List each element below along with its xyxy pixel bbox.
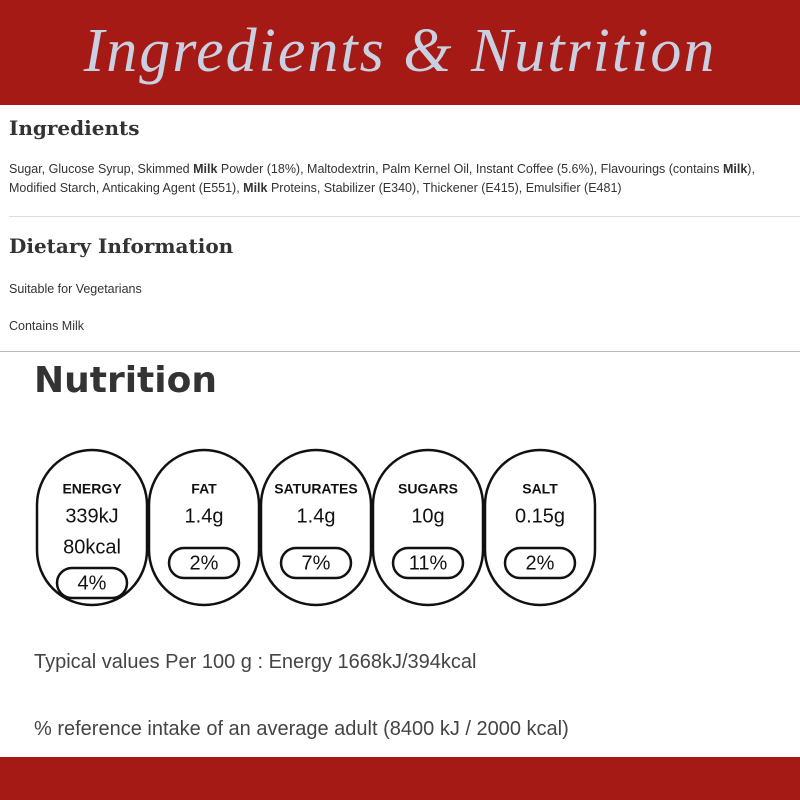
footer-band (0, 757, 800, 800)
badge-percent: 7% (302, 552, 331, 574)
dietary-heading: Dietary Information (9, 234, 234, 258)
ingredients-heading: Ingredients (9, 116, 140, 140)
ingredient-text: Powder (18%), Maltodextrin, Palm Kernel … (217, 162, 723, 176)
badge-label: SALT (522, 481, 558, 497)
badge-label: SATURATES (274, 481, 357, 497)
nutrition-badges: ENERGY 339kJ 80kcal 4% FAT 1.4g 2% SATURATES 1.4… (35, 448, 597, 607)
badge-label: ENERGY (62, 481, 122, 497)
badge-percent: 11% (409, 552, 448, 574)
badge-amount: 0.15g (515, 505, 565, 527)
allergen: Milk (193, 162, 218, 176)
badge-amount: 1.4g (297, 505, 336, 527)
badge-outline (35, 448, 149, 607)
badge-outline (147, 448, 261, 607)
allergen: Milk (722, 162, 748, 176)
divider (9, 216, 800, 217)
nutrition-note: % reference intake of an average adult (… (34, 718, 569, 740)
ingredient-text: Proteins, Stabilizer (E340), Thickener (… (267, 181, 622, 195)
ingredients-text: Sugar, Glucose Syrup, Skimmed Milk Powde… (9, 160, 779, 198)
ingredient-text: ), Modified Starch, Anticaking Agent (E5… (9, 162, 755, 195)
percent-pill (279, 546, 353, 580)
nutrition-note: Typical values Per 100 g : Energy 1668kJ… (34, 651, 477, 673)
badge-outline (371, 448, 485, 607)
ingredient-text: Sugar, Glucose Syrup, Skimmed (9, 162, 194, 176)
dietary-item: Contains Milk (9, 319, 85, 333)
percent-pill (167, 546, 241, 580)
percent-pill (55, 566, 129, 600)
dietary-item: Suitable for Vegetarians (9, 282, 142, 296)
page-title: Ingredients & Nutrition (83, 17, 717, 85)
badge-percent: 2% (526, 552, 555, 574)
badge-amount: 339kJ (65, 505, 118, 527)
badge-amount: 1.4g (185, 505, 224, 527)
badge-percent: 2% (190, 552, 219, 574)
percent-pill (391, 546, 465, 580)
allergen: Milk (243, 181, 268, 195)
badge-outline (483, 448, 597, 607)
badge-label: FAT (191, 481, 217, 497)
header-band (0, 0, 800, 105)
badge-outline (259, 448, 373, 607)
nutrition-heading: Nutrition (34, 360, 217, 401)
badge-amount: 80kcal (63, 536, 121, 558)
badge-amount: 10g (411, 505, 444, 527)
badge-percent: 4% (78, 572, 107, 594)
percent-pill (503, 546, 577, 580)
divider (0, 351, 800, 352)
badge-label: SUGARS (398, 481, 458, 497)
